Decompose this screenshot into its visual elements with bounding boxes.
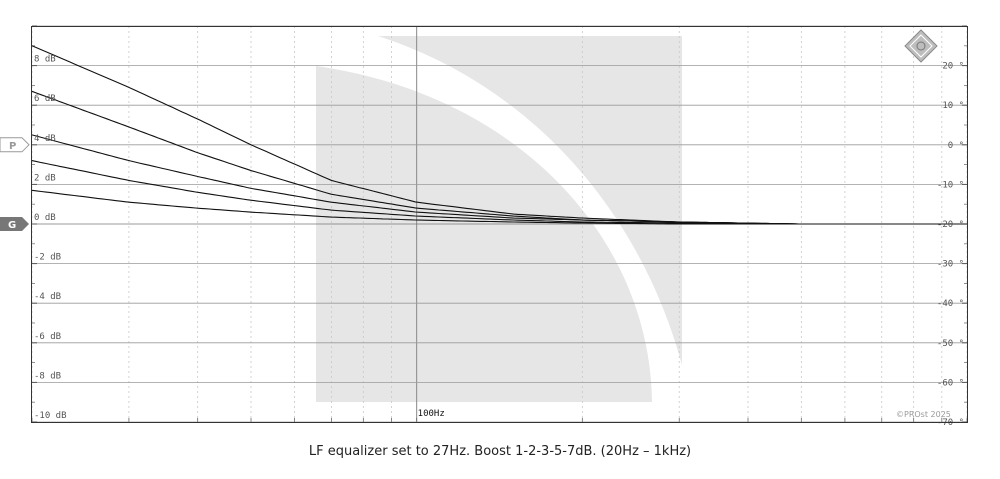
y-tick-label: 4 dB [34,134,56,144]
y-tick-label: 2 dB [34,173,56,183]
chart-caption: LF equalizer set to 27Hz. Boost 1-2-3-5-… [308,444,692,459]
curve-series-5 [31,189,967,225]
y2-tick-label: -30 ° [937,260,964,270]
background-shape [378,36,682,365]
y-tick-label: -6 dB [34,332,61,342]
y-tick-label: -10 dB [34,411,67,421]
g-marker-label: G [8,220,16,231]
y-tick-label: 8 dB [34,55,56,65]
watermark: ©PROst 2025 [896,410,951,419]
p-marker-label: P [9,141,16,152]
brand-logo-icon [904,29,938,63]
curves [31,45,967,225]
x-tick-label: 100Hz [418,409,445,419]
y-tick-label: -4 dB [34,292,61,302]
y2-tick-label: 10 ° [942,101,964,111]
frequency-response-chart: 8 dB 6 dB 4 dB 2 dB 0 dB -2 dB -4 dB -6 dB -8 dB… [0,25,968,428]
y2-tick-label: -60 ° [937,378,964,388]
y2-tick-label: -50 ° [937,339,964,349]
y-tick-label: -8 dB [34,371,61,381]
logo-diamond-inner [909,34,933,58]
plot-frame [31,26,968,423]
p-marker-icon [0,137,30,153]
y2-tick-label: -40 ° [937,299,964,309]
y2-tick-label: -10 ° [937,180,964,190]
y-tick-label: 6 dB [34,94,56,104]
tick-labels: 8 dB 6 dB 4 dB 2 dB 0 dB -2 dB -4 dB -6 dB -8 dB… [34,55,964,428]
y2-tick-label: -20 ° [937,220,964,230]
background-shape [316,66,652,402]
level-markers: PG [0,137,30,231]
y2-tick-label: 20 ° [942,62,964,72]
y-tick-label: 0 dB [34,213,56,223]
y2-tick-label: 0 ° [948,141,964,151]
y-tick-label: -2 dB [34,253,61,263]
background-logo-art [316,36,682,402]
g-marker-icon [0,217,29,231]
logo-diamond [904,29,938,63]
logo-mark [916,41,926,51]
